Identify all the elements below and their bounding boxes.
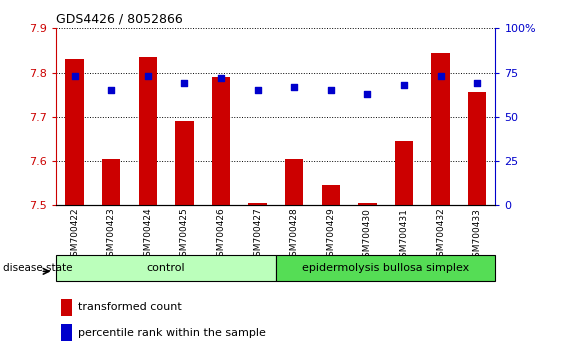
Text: GSM700428: GSM700428 <box>290 208 298 262</box>
Point <box>363 91 372 97</box>
Bar <box>138 57 157 205</box>
Text: disease state: disease state <box>3 263 72 273</box>
Bar <box>212 77 230 205</box>
Text: GSM700425: GSM700425 <box>180 208 189 262</box>
FancyBboxPatch shape <box>56 255 276 281</box>
Bar <box>175 121 194 205</box>
Bar <box>61 324 72 341</box>
Text: GSM700432: GSM700432 <box>436 208 445 262</box>
Text: transformed count: transformed count <box>78 302 182 312</box>
Point <box>143 73 152 79</box>
Text: percentile rank within the sample: percentile rank within the sample <box>78 328 266 338</box>
Text: GSM700423: GSM700423 <box>107 208 115 262</box>
Text: GSM700422: GSM700422 <box>70 208 79 262</box>
Text: GSM700427: GSM700427 <box>253 208 262 262</box>
Text: GSM700430: GSM700430 <box>363 208 372 263</box>
Text: GSM700433: GSM700433 <box>473 208 481 263</box>
Text: GSM700426: GSM700426 <box>217 208 225 262</box>
Bar <box>431 53 450 205</box>
Bar <box>358 203 377 205</box>
Point <box>326 87 335 93</box>
Text: GSM700431: GSM700431 <box>400 208 408 263</box>
Text: GDS4426 / 8052866: GDS4426 / 8052866 <box>56 13 183 26</box>
Bar <box>61 299 72 316</box>
Text: GSM700429: GSM700429 <box>327 208 335 262</box>
FancyBboxPatch shape <box>276 255 495 281</box>
Point <box>436 73 445 79</box>
Point <box>400 82 409 88</box>
Point <box>290 84 299 90</box>
Bar <box>468 92 486 205</box>
Text: control: control <box>147 263 185 273</box>
Point <box>253 87 262 93</box>
Bar <box>321 185 340 205</box>
Point <box>180 80 189 86</box>
Text: GSM700424: GSM700424 <box>144 208 152 262</box>
Bar <box>248 203 267 205</box>
Text: epidermolysis bullosa simplex: epidermolysis bullosa simplex <box>302 263 470 273</box>
Point <box>107 87 116 93</box>
Point <box>472 80 481 86</box>
Point <box>216 75 225 81</box>
Bar <box>65 59 84 205</box>
Bar <box>395 141 413 205</box>
Bar <box>102 159 120 205</box>
Bar <box>285 159 303 205</box>
Point <box>70 73 79 79</box>
